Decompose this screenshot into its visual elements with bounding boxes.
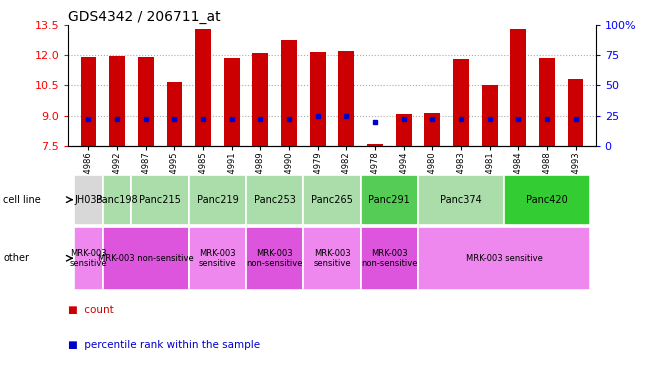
Bar (303, 175, 361, 225)
Bar (224, 58, 240, 146)
Bar (424, 113, 440, 146)
Text: Panc420: Panc420 (526, 195, 568, 205)
Text: Panc265: Panc265 (311, 195, 353, 205)
Text: MRK-003 sensitive: MRK-003 sensitive (465, 254, 542, 263)
Text: MRK-003
non-sensitive: MRK-003 non-sensitive (361, 248, 417, 268)
Text: JH033: JH033 (74, 195, 103, 205)
Bar (339, 51, 354, 146)
Bar (167, 83, 182, 146)
Bar (195, 30, 211, 146)
Text: GDS4342 / 206711_at: GDS4342 / 206711_at (68, 10, 221, 24)
Text: Panc198: Panc198 (96, 195, 138, 205)
Text: cell line: cell line (3, 195, 41, 205)
Bar (418, 227, 590, 290)
Text: Panc291: Panc291 (368, 195, 410, 205)
Bar (109, 56, 125, 146)
Bar (539, 58, 555, 146)
Bar (74, 227, 103, 290)
Text: MRK-003 non-sensitive: MRK-003 non-sensitive (98, 254, 193, 263)
Bar (367, 144, 383, 146)
Text: MRK-003
sensitive: MRK-003 sensitive (199, 248, 236, 268)
Bar (246, 175, 303, 225)
Text: ■  percentile rank within the sample: ■ percentile rank within the sample (68, 340, 260, 350)
Bar (189, 175, 246, 225)
Text: Panc215: Panc215 (139, 195, 181, 205)
Text: MRK-003
sensitive: MRK-003 sensitive (313, 248, 351, 268)
Bar (246, 227, 303, 290)
Bar (396, 114, 411, 146)
Bar (103, 227, 189, 290)
Bar (568, 79, 583, 146)
Bar (361, 175, 418, 225)
Bar (189, 227, 246, 290)
Bar (253, 53, 268, 146)
Text: Panc374: Panc374 (440, 195, 482, 205)
Bar (361, 227, 418, 290)
Bar (510, 28, 526, 146)
Bar (303, 227, 361, 290)
Text: MRK-003
sensitive: MRK-003 sensitive (70, 248, 107, 268)
Text: ■  count: ■ count (68, 305, 114, 315)
Bar (74, 175, 103, 225)
Bar (418, 175, 504, 225)
Bar (132, 175, 189, 225)
Text: other: other (3, 253, 29, 263)
Bar (281, 40, 297, 146)
Bar (504, 175, 590, 225)
Bar (310, 52, 326, 146)
Bar (81, 56, 96, 146)
Bar (138, 56, 154, 146)
Bar (482, 85, 497, 146)
Bar (453, 59, 469, 146)
Bar (103, 175, 132, 225)
Text: MRK-003
non-sensitive: MRK-003 non-sensitive (247, 248, 303, 268)
Text: Panc219: Panc219 (197, 195, 238, 205)
Text: Panc253: Panc253 (254, 195, 296, 205)
